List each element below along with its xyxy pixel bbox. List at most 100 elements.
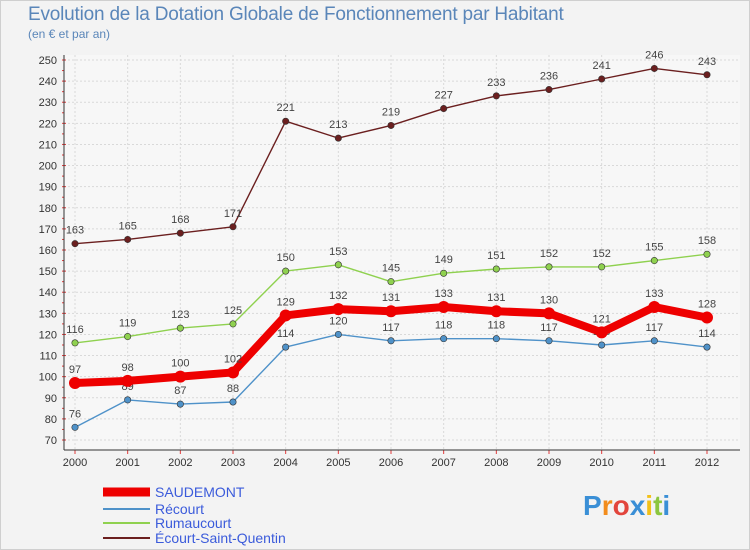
data-label: 168 [171, 214, 189, 226]
data-label: 155 [645, 242, 663, 254]
data-point [71, 423, 79, 431]
proxiti-logo: Proxiti [583, 490, 670, 522]
data-label: 88 [227, 383, 239, 395]
data-point [387, 337, 395, 345]
data-point [543, 307, 555, 320]
data-point [598, 263, 606, 271]
data-point [71, 240, 79, 248]
data-label: 132 [329, 290, 347, 302]
x-tick-label: 2009 [537, 457, 561, 469]
data-point [437, 301, 450, 313]
legend-label: SAUDEMONT [155, 484, 245, 500]
logo-letter: P [583, 490, 602, 521]
data-point [71, 339, 79, 347]
y-tick-label: 200 [39, 161, 57, 173]
data-point [334, 134, 342, 142]
data-point [701, 311, 713, 324]
data-label: 163 [66, 225, 84, 237]
data-label: 98 [122, 362, 134, 374]
x-tick-label: 2006 [379, 457, 403, 469]
data-label: 116 [66, 324, 84, 336]
data-label: 213 [329, 119, 347, 131]
logo-letter: r [601, 490, 613, 521]
data-label: 102 [224, 353, 242, 365]
logo-letter: i [662, 490, 671, 521]
data-point [121, 374, 134, 387]
data-point [387, 121, 395, 129]
data-point [229, 223, 237, 231]
y-tick-label: 120 [39, 329, 57, 341]
x-tick-label: 2002 [168, 457, 192, 469]
x-tick-label: 2003 [221, 457, 245, 469]
x-tick-label: 2004 [273, 457, 297, 469]
data-label: 233 [487, 77, 505, 89]
chart-subtitle: (en € et par an) [28, 27, 111, 41]
data-point [174, 370, 187, 383]
data-label: 221 [276, 102, 294, 114]
data-point [176, 400, 184, 408]
y-tick-label: 210 [39, 139, 57, 151]
data-label: 97 [69, 364, 81, 376]
data-label: 128 [698, 299, 716, 311]
data-label: 117 [382, 322, 400, 334]
logo-letter: t [653, 490, 663, 521]
legend-label: Écourt-Saint-Quentin [155, 530, 286, 546]
data-label: 133 [645, 288, 663, 300]
y-tick-label: 160 [39, 245, 57, 257]
data-label: 227 [434, 90, 452, 102]
data-label: 145 [382, 263, 400, 275]
y-tick-label: 70 [45, 435, 57, 447]
y-tick-label: 80 [45, 414, 57, 426]
data-point [332, 303, 345, 316]
data-label: 158 [698, 235, 716, 247]
data-point [124, 333, 132, 341]
y-tick-label: 130 [39, 308, 57, 320]
x-tick-label: 2005 [326, 457, 350, 469]
y-tick-label: 230 [39, 97, 57, 109]
data-label: 87 [174, 385, 186, 397]
y-tick-label: 150 [39, 266, 57, 278]
data-point [598, 341, 606, 349]
data-point [703, 250, 711, 258]
data-point [440, 105, 448, 113]
plot-area [64, 55, 740, 450]
data-label: 131 [487, 292, 505, 304]
data-label: 121 [592, 313, 610, 325]
data-label: 118 [435, 320, 453, 332]
data-point [648, 301, 661, 313]
data-label: 114 [698, 328, 716, 340]
data-point [279, 309, 292, 322]
data-label: 133 [434, 288, 452, 300]
y-tick-label: 140 [39, 287, 57, 299]
data-label: 152 [592, 248, 610, 260]
legend-label: Récourt [155, 501, 204, 517]
y-tick-label: 90 [45, 393, 57, 405]
data-point [282, 343, 290, 351]
data-label: 236 [540, 71, 558, 83]
data-point [69, 377, 81, 389]
data-label: 130 [540, 294, 558, 306]
data-point [176, 324, 184, 332]
x-tick-label: 2008 [484, 457, 508, 469]
data-point [282, 117, 290, 125]
data-point [387, 278, 395, 286]
data-label: 246 [645, 49, 663, 61]
data-point [492, 92, 500, 100]
data-point [703, 343, 711, 351]
data-label: 123 [171, 309, 189, 321]
data-label: 129 [276, 296, 294, 308]
x-tick-label: 2001 [115, 457, 139, 469]
data-label: 100 [171, 358, 189, 370]
data-point [595, 326, 608, 339]
x-tick-label: 2007 [431, 457, 455, 469]
y-tick-label: 110 [39, 351, 57, 363]
data-point [334, 261, 342, 269]
data-point [229, 398, 237, 406]
data-label: 151 [487, 250, 505, 262]
data-point [334, 330, 342, 338]
data-point [545, 337, 553, 345]
data-point [545, 263, 553, 271]
x-tick-label: 2010 [589, 457, 613, 469]
data-point [229, 320, 237, 328]
data-label: 120 [329, 315, 347, 327]
